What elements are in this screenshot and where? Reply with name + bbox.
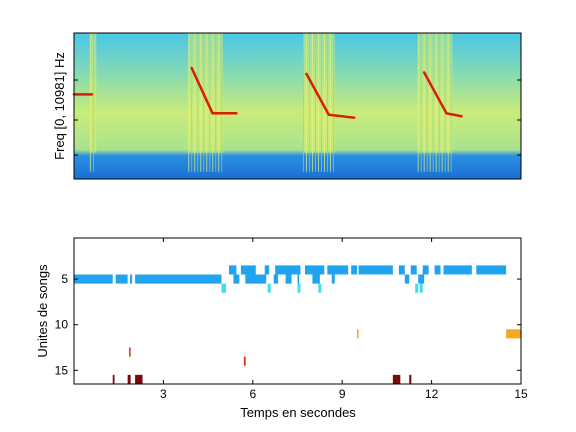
activity-segment xyxy=(188,33,223,172)
units-xlabel: Temps en secondes xyxy=(240,405,356,420)
unit-segment xyxy=(273,274,279,284)
x-tick-label: 3 xyxy=(160,387,167,401)
unit-segment xyxy=(240,265,256,275)
unit-segment xyxy=(115,274,128,284)
unit-segment xyxy=(130,274,133,284)
unit-segment xyxy=(127,374,131,384)
y-tick-label: 5 xyxy=(61,272,68,286)
unit-segment xyxy=(422,265,429,275)
units-y-ticks: 5 10 15 xyxy=(55,272,521,377)
unit-segments xyxy=(74,265,521,384)
unit-segment xyxy=(275,265,301,275)
x-tick-label: 9 xyxy=(339,387,346,401)
unit-segment xyxy=(409,374,412,384)
unit-segment xyxy=(434,265,441,275)
unit-segment xyxy=(418,274,425,284)
unit-segment xyxy=(312,274,320,284)
unit-segment xyxy=(297,283,301,293)
unit-segment xyxy=(443,265,472,275)
call-trace xyxy=(305,72,331,117)
unit-segment xyxy=(243,356,246,366)
unit-segment xyxy=(358,265,393,275)
spectrogram-activity xyxy=(89,33,453,172)
unit-segment xyxy=(297,274,299,284)
unit-segment xyxy=(392,374,401,384)
unit-segment xyxy=(267,283,271,293)
unit-segment xyxy=(351,265,358,275)
unit-segment xyxy=(318,283,322,293)
unit-segment xyxy=(285,274,292,284)
unit-segment xyxy=(245,274,267,284)
unit-segment xyxy=(331,274,335,284)
unit-segment xyxy=(410,265,417,275)
spectrogram-ticks xyxy=(74,79,521,156)
unit-segment xyxy=(419,283,423,293)
y-tick-label: 15 xyxy=(55,363,69,377)
activity-segment xyxy=(417,33,453,172)
unit-segment xyxy=(476,265,507,275)
unit-segment xyxy=(357,329,359,339)
units-ylabel: Unites de songs xyxy=(35,264,50,358)
unit-segment xyxy=(112,374,115,384)
call-trace xyxy=(190,66,214,115)
unit-segment xyxy=(233,274,240,284)
song-units-panel: 3 6 9 12 15 5 10 15 Temps en secondes Unites d… xyxy=(35,237,528,420)
unit-segment xyxy=(264,265,270,275)
unit-segment xyxy=(398,265,405,275)
x-tick-label: 6 xyxy=(249,387,256,401)
call-trace xyxy=(445,112,463,118)
call-trace xyxy=(422,71,448,115)
units-x-ticks: 3 6 9 12 15 xyxy=(160,238,528,401)
unit-segment xyxy=(135,274,222,284)
spectrogram-frame xyxy=(73,32,522,180)
spectrogram-panel: Freq [0, 10981] Hz xyxy=(52,32,522,180)
spectrogram-background xyxy=(74,33,521,179)
unit-segment xyxy=(506,329,521,339)
unit-segment xyxy=(135,374,143,384)
units-plot-area xyxy=(74,238,521,384)
call-trace xyxy=(327,113,356,119)
unit-segment xyxy=(304,265,325,275)
spectrogram-ylabel: Freq [0, 10981] Hz xyxy=(52,52,67,160)
unit-segment xyxy=(74,274,113,284)
unit-segment xyxy=(129,347,131,357)
x-tick-label: 12 xyxy=(425,387,439,401)
unit-segment xyxy=(327,265,349,275)
activity-segment xyxy=(302,33,335,172)
unit-segment xyxy=(228,265,237,275)
units-frame xyxy=(73,237,522,385)
unit-segment xyxy=(415,283,419,293)
spectrogram-calls xyxy=(72,66,463,119)
activity-segment xyxy=(89,33,97,172)
unit-segment xyxy=(404,274,410,284)
unit-segment xyxy=(221,283,226,293)
x-tick-label: 15 xyxy=(514,387,528,401)
y-tick-label: 10 xyxy=(55,318,69,332)
